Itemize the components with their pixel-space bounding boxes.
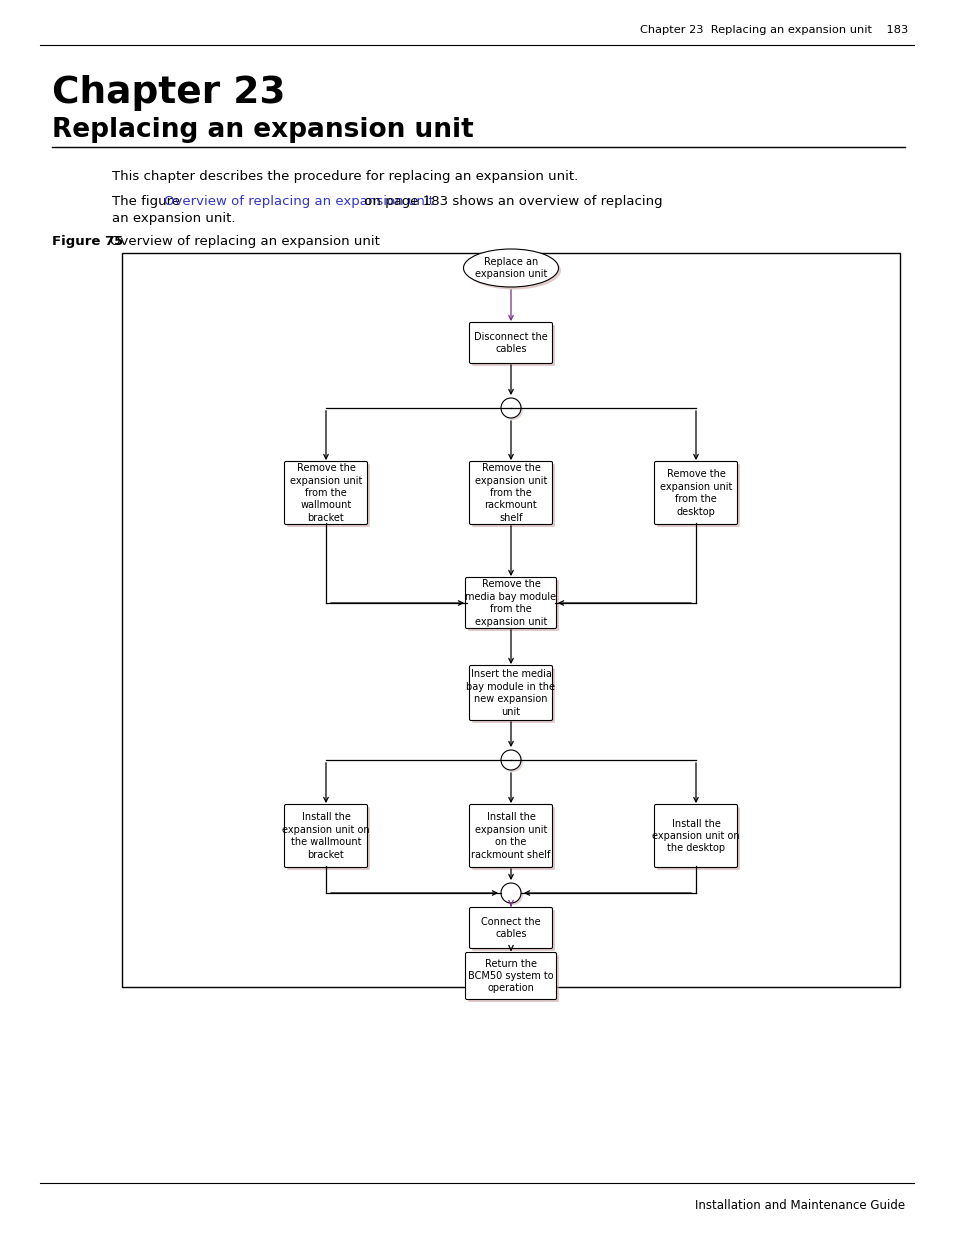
FancyBboxPatch shape — [472, 806, 555, 869]
Text: Replace an
expansion unit: Replace an expansion unit — [475, 257, 547, 279]
Text: Chapter 23: Chapter 23 — [52, 75, 285, 111]
Ellipse shape — [500, 750, 520, 769]
Ellipse shape — [463, 249, 558, 287]
FancyBboxPatch shape — [654, 462, 737, 525]
Text: Installation and Maintenance Guide: Installation and Maintenance Guide — [694, 1199, 904, 1212]
Text: Chapter 23  Replacing an expansion unit    183: Chapter 23 Replacing an expansion unit 1… — [639, 25, 907, 35]
FancyBboxPatch shape — [284, 462, 367, 525]
Text: Connect the
cables: Connect the cables — [480, 916, 540, 939]
FancyBboxPatch shape — [472, 464, 555, 527]
FancyBboxPatch shape — [469, 804, 552, 867]
FancyBboxPatch shape — [469, 462, 552, 525]
Text: Remove the
media bay module
from the
expansion unit: Remove the media bay module from the exp… — [465, 579, 556, 626]
FancyBboxPatch shape — [284, 804, 367, 867]
Ellipse shape — [500, 883, 520, 903]
Text: Remove the
expansion unit
from the
wallmount
bracket: Remove the expansion unit from the wallm… — [290, 463, 362, 522]
Text: The figure: The figure — [112, 195, 184, 207]
FancyBboxPatch shape — [657, 464, 740, 527]
FancyBboxPatch shape — [465, 578, 556, 629]
Ellipse shape — [502, 400, 522, 420]
Text: Overview of replacing an expansion unit: Overview of replacing an expansion unit — [164, 195, 434, 207]
FancyBboxPatch shape — [472, 325, 555, 366]
FancyBboxPatch shape — [465, 952, 556, 999]
Text: Remove the
expansion unit
from the
rackmount
shelf: Remove the expansion unit from the rackm… — [475, 463, 547, 522]
FancyBboxPatch shape — [469, 908, 552, 948]
Text: Install the
expansion unit
on the
rackmount shelf: Install the expansion unit on the rackmo… — [471, 813, 550, 860]
FancyBboxPatch shape — [472, 668, 555, 722]
FancyBboxPatch shape — [654, 804, 737, 867]
Text: Install the
expansion unit on
the wallmount
bracket: Install the expansion unit on the wallmo… — [282, 813, 370, 860]
FancyBboxPatch shape — [287, 806, 370, 869]
Ellipse shape — [502, 885, 522, 905]
Text: Insert the media
bay module in the
new expansion
unit: Insert the media bay module in the new e… — [466, 669, 555, 716]
Text: This chapter describes the procedure for replacing an expansion unit.: This chapter describes the procedure for… — [112, 170, 578, 183]
Text: Return the
BCM50 system to
operation: Return the BCM50 system to operation — [468, 958, 554, 993]
Text: Replacing an expansion unit: Replacing an expansion unit — [52, 117, 474, 143]
FancyBboxPatch shape — [469, 322, 552, 363]
FancyBboxPatch shape — [468, 955, 558, 1002]
Ellipse shape — [500, 398, 520, 417]
FancyBboxPatch shape — [287, 464, 370, 527]
Text: an expansion unit.: an expansion unit. — [112, 212, 235, 225]
Text: Disconnect the
cables: Disconnect the cables — [474, 332, 547, 354]
Text: on page 183 shows an overview of replacing: on page 183 shows an overview of replaci… — [359, 195, 662, 207]
Ellipse shape — [465, 252, 560, 289]
FancyBboxPatch shape — [468, 580, 558, 631]
Bar — [122, 253, 899, 987]
FancyBboxPatch shape — [657, 806, 740, 869]
FancyBboxPatch shape — [472, 910, 555, 951]
FancyBboxPatch shape — [469, 666, 552, 720]
Text: Install the
expansion unit on
the desktop: Install the expansion unit on the deskto… — [652, 819, 739, 853]
Text: Remove the
expansion unit
from the
desktop: Remove the expansion unit from the deskt… — [659, 469, 731, 516]
Text: Figure 75: Figure 75 — [52, 235, 123, 248]
Text: Overview of replacing an expansion unit: Overview of replacing an expansion unit — [110, 235, 379, 248]
Ellipse shape — [502, 752, 522, 772]
